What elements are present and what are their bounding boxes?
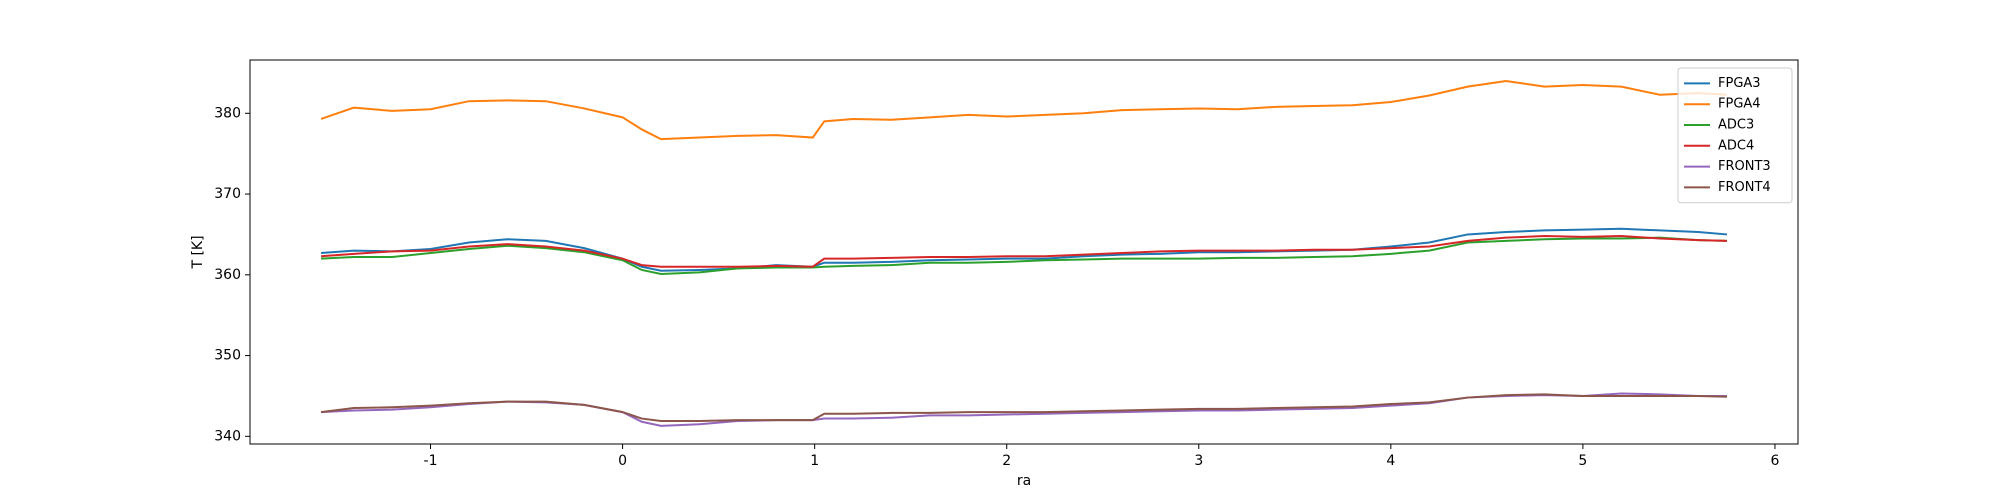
- legend-label: FRONT4: [1718, 180, 1771, 195]
- series-line: [320, 227, 1728, 272]
- series-line: [320, 235, 1727, 268]
- series-line: [320, 79, 1727, 141]
- legend-box: [1677, 67, 1793, 204]
- y-tick-label: 380: [214, 105, 241, 121]
- y-tick-label: 360: [214, 267, 241, 283]
- x-tick-label: 5: [1578, 453, 1587, 469]
- legend-label: FPGA3: [1718, 76, 1761, 91]
- series-line: [321, 236, 1727, 276]
- x-axis-label: ra: [1017, 473, 1031, 489]
- y-tick-label: 370: [214, 186, 241, 202]
- x-tick-label: 0: [618, 453, 627, 469]
- x-tick-label: 1: [810, 453, 819, 469]
- legend-label: ADC3: [1718, 118, 1754, 133]
- legend-label: ADC4: [1718, 138, 1754, 153]
- y-axis-label: T [K]: [190, 235, 206, 269]
- x-tick-label: 6: [1770, 453, 1779, 469]
- x-tick-label: -1: [424, 453, 438, 469]
- series-line: [321, 392, 1727, 427]
- y-tick-label: 350: [214, 348, 241, 364]
- y-tick-label: 340: [214, 428, 241, 444]
- legend-label: FPGA4: [1718, 97, 1761, 112]
- x-tick-label: 2: [1002, 453, 1011, 469]
- legend-label: FRONT3: [1718, 159, 1771, 174]
- series-line: [320, 393, 1727, 422]
- x-tick-label: 3: [1194, 453, 1203, 469]
- x-tick-label: 4: [1386, 453, 1395, 469]
- plot-frame: [249, 59, 1799, 445]
